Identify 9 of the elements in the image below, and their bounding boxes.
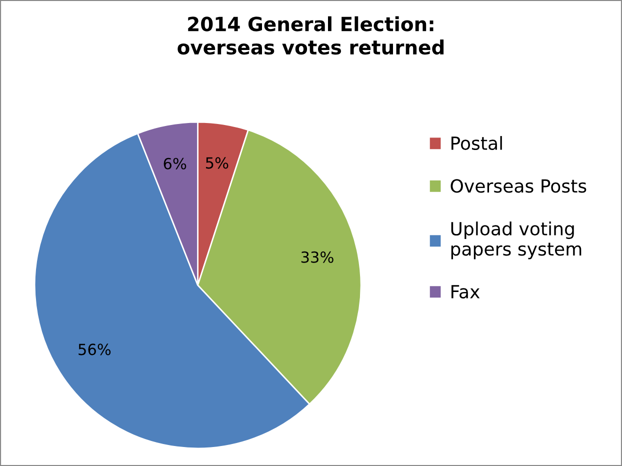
legend-label: Fax <box>452 285 480 298</box>
data-label: 6% <box>164 158 186 170</box>
data-label: 5% <box>206 157 228 169</box>
legend-label: Overseas Posts <box>450 179 586 193</box>
legend-label: Postal <box>452 136 502 150</box>
chart-title: 2014 General Election: overseas votes returned <box>178 16 444 55</box>
legend-label: Upload voting papers system <box>451 222 582 260</box>
data-label: 56% <box>78 344 111 356</box>
data-label: 33% <box>301 251 334 263</box>
